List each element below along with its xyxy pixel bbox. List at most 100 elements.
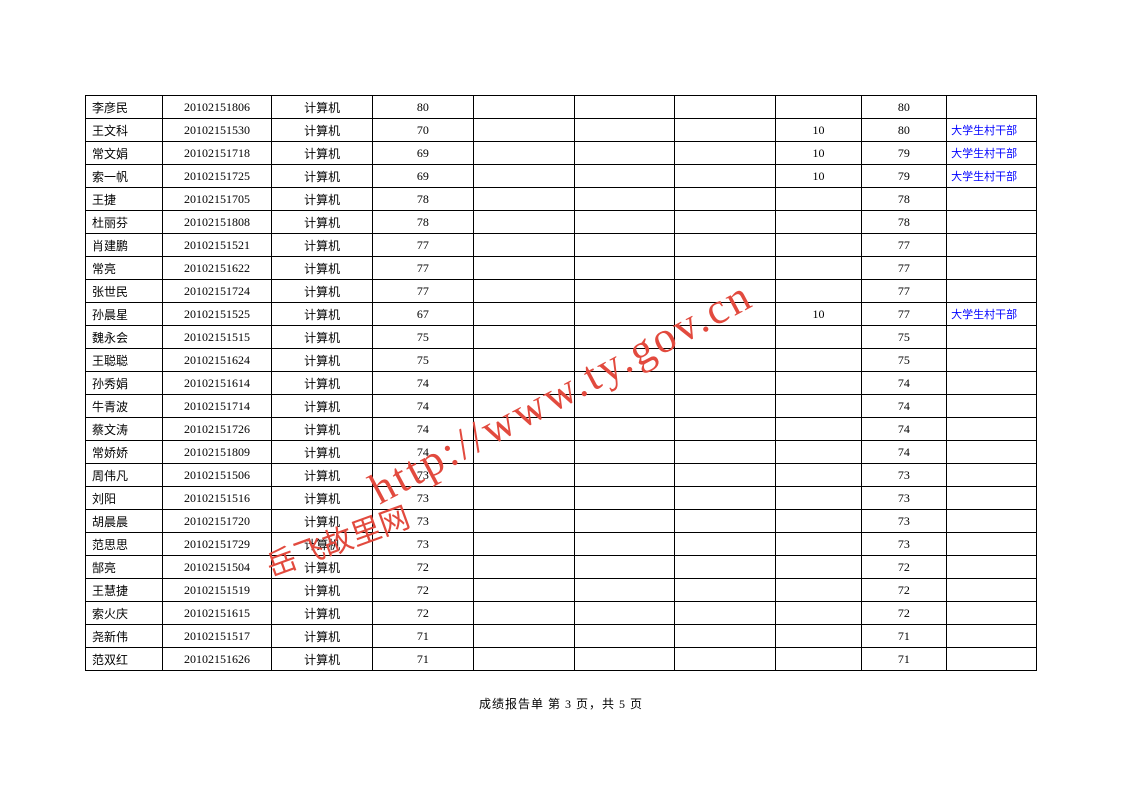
cell-total: 80: [861, 119, 946, 142]
cell-score4: [675, 418, 776, 441]
cell-name: 孙晨星: [86, 303, 163, 326]
cell-bonus: [776, 441, 861, 464]
cell-score2: [473, 464, 574, 487]
cell-score1: 74: [373, 441, 474, 464]
cell-score2: [473, 625, 574, 648]
cell-score1: 70: [373, 119, 474, 142]
cell-note: [947, 395, 1037, 418]
cell-note: [947, 510, 1037, 533]
cell-subject: 计算机: [272, 165, 373, 188]
cell-total: 80: [861, 96, 946, 119]
cell-note: [947, 487, 1037, 510]
cell-score2: [473, 349, 574, 372]
cell-id: 20102151714: [162, 395, 272, 418]
cell-score2: [473, 303, 574, 326]
cell-note: [947, 418, 1037, 441]
cell-score1: 75: [373, 326, 474, 349]
cell-score4: [675, 510, 776, 533]
cell-score3: [574, 602, 675, 625]
cell-score4: [675, 119, 776, 142]
cell-name: 王慧捷: [86, 579, 163, 602]
cell-subject: 计算机: [272, 579, 373, 602]
cell-id: 20102151718: [162, 142, 272, 165]
cell-score4: [675, 211, 776, 234]
cell-score3: [574, 257, 675, 280]
cell-score2: [473, 188, 574, 211]
cell-note: 大学生村干部: [947, 165, 1037, 188]
cell-score1: 69: [373, 142, 474, 165]
cell-score3: [574, 119, 675, 142]
cell-score2: [473, 234, 574, 257]
cell-score4: [675, 142, 776, 165]
table-row: 王捷20102151705计算机7878: [86, 188, 1037, 211]
cell-id: 20102151521: [162, 234, 272, 257]
cell-total: 71: [861, 625, 946, 648]
cell-name: 王聪聪: [86, 349, 163, 372]
cell-score2: [473, 648, 574, 671]
cell-note: [947, 280, 1037, 303]
cell-score2: [473, 441, 574, 464]
table-row: 孙晨星20102151525计算机671077大学生村干部: [86, 303, 1037, 326]
table-row: 常娇娇20102151809计算机7474: [86, 441, 1037, 464]
cell-subject: 计算机: [272, 211, 373, 234]
cell-bonus: [776, 510, 861, 533]
cell-subject: 计算机: [272, 533, 373, 556]
cell-total: 78: [861, 188, 946, 211]
cell-id: 20102151724: [162, 280, 272, 303]
cell-score3: [574, 533, 675, 556]
cell-score3: [574, 625, 675, 648]
cell-name: 牛青波: [86, 395, 163, 418]
cell-total: 72: [861, 556, 946, 579]
cell-subject: 计算机: [272, 349, 373, 372]
cell-bonus: [776, 418, 861, 441]
cell-score3: [574, 556, 675, 579]
cell-score2: [473, 372, 574, 395]
cell-total: 74: [861, 372, 946, 395]
cell-bonus: 10: [776, 165, 861, 188]
cell-id: 20102151726: [162, 418, 272, 441]
cell-score1: 77: [373, 234, 474, 257]
cell-score1: 73: [373, 487, 474, 510]
table-row: 刘阳20102151516计算机7373: [86, 487, 1037, 510]
cell-score3: [574, 395, 675, 418]
cell-bonus: 10: [776, 119, 861, 142]
cell-total: 77: [861, 303, 946, 326]
cell-note: [947, 257, 1037, 280]
cell-score2: [473, 142, 574, 165]
cell-subject: 计算机: [272, 142, 373, 165]
cell-score2: [473, 418, 574, 441]
cell-score4: [675, 464, 776, 487]
cell-bonus: [776, 556, 861, 579]
cell-total: 74: [861, 441, 946, 464]
cell-id: 20102151516: [162, 487, 272, 510]
cell-score1: 71: [373, 625, 474, 648]
cell-score3: [574, 464, 675, 487]
table-row: 王文科20102151530计算机701080大学生村干部: [86, 119, 1037, 142]
cell-total: 71: [861, 648, 946, 671]
cell-score3: [574, 234, 675, 257]
cell-total: 73: [861, 464, 946, 487]
cell-name: 常文娟: [86, 142, 163, 165]
cell-score4: [675, 487, 776, 510]
cell-name: 魏永会: [86, 326, 163, 349]
table-row: 索一帆20102151725计算机691079大学生村干部: [86, 165, 1037, 188]
table-row: 蔡文涛20102151726计算机7474: [86, 418, 1037, 441]
cell-name: 刘阳: [86, 487, 163, 510]
cell-score3: [574, 418, 675, 441]
cell-total: 75: [861, 349, 946, 372]
cell-subject: 计算机: [272, 418, 373, 441]
table-row: 周伟凡20102151506计算机7373: [86, 464, 1037, 487]
table-row: 常文娟20102151718计算机691079大学生村干部: [86, 142, 1037, 165]
cell-name: 索一帆: [86, 165, 163, 188]
table-row: 范双红20102151626计算机7171: [86, 648, 1037, 671]
cell-score3: [574, 303, 675, 326]
cell-id: 20102151519: [162, 579, 272, 602]
cell-score4: [675, 96, 776, 119]
cell-score1: 78: [373, 211, 474, 234]
cell-score1: 73: [373, 464, 474, 487]
cell-total: 79: [861, 165, 946, 188]
cell-score2: [473, 510, 574, 533]
cell-score4: [675, 303, 776, 326]
cell-score2: [473, 165, 574, 188]
cell-bonus: 10: [776, 142, 861, 165]
